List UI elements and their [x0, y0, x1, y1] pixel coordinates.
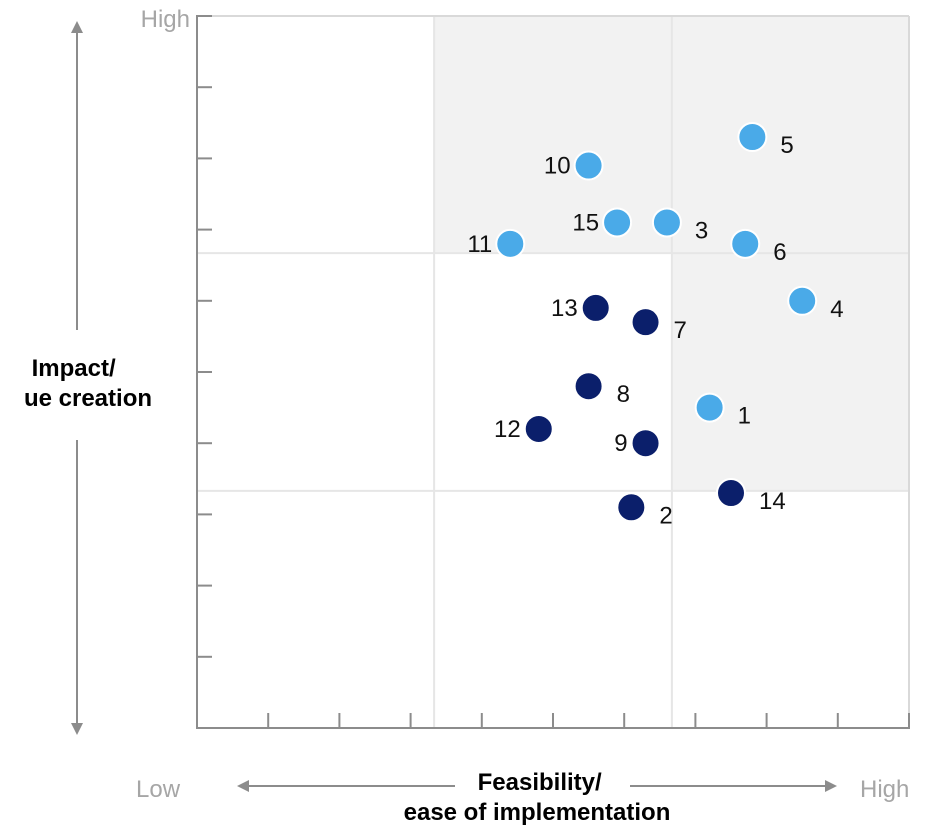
point-label-10: 10 [544, 153, 571, 180]
data-point-12 [523, 413, 554, 444]
data-point-9 [630, 428, 661, 459]
data-point-1 [694, 392, 725, 423]
data-point-13 [580, 292, 611, 323]
point-label-4: 4 [830, 296, 843, 323]
data-point-8 [573, 371, 604, 402]
point-label-13: 13 [551, 295, 578, 322]
axis-ticks [196, 15, 910, 729]
point-label-3: 3 [695, 217, 708, 244]
data-point-3 [651, 207, 682, 238]
x-low-label: Low [136, 776, 181, 803]
y-high-label: High [141, 6, 190, 33]
point-label-9: 9 [614, 430, 627, 457]
data-point-10 [573, 150, 604, 181]
point-label-7: 7 [674, 317, 687, 344]
y-axis-title: Impact/ ue creation [24, 355, 152, 412]
point-label-5: 5 [780, 132, 793, 159]
x-axis-arrow [237, 780, 837, 792]
highlight-right-region [671, 253, 909, 491]
data-point-15 [602, 207, 633, 238]
point-label-11: 11 [467, 231, 492, 258]
x-axis-title: Feasibility/ ease of implementation [404, 769, 671, 826]
point-label-14: 14 [759, 488, 786, 515]
x-high-label: High [860, 776, 909, 803]
point-label-15: 15 [572, 209, 599, 236]
y-axis-arrow [71, 21, 83, 735]
data-point-6 [730, 228, 761, 259]
data-point-2 [616, 492, 647, 523]
point-label-2: 2 [659, 502, 672, 529]
quadrant-dividers [197, 16, 909, 728]
x-axis-title-line-2: ease of implementation [404, 799, 671, 826]
y-axis-title-line-2: ue creation [24, 385, 152, 412]
point-label-1: 1 [738, 403, 751, 430]
y-axis-title-line-1: Impact/ [32, 355, 116, 382]
data-point-4 [787, 285, 818, 316]
data-point-14 [716, 478, 746, 509]
point-label-12: 12 [494, 416, 521, 443]
point-label-6: 6 [773, 239, 786, 266]
data-point-7 [630, 307, 661, 338]
x-axis-title-line-1: Feasibility/ [478, 769, 602, 796]
data-point-11 [495, 228, 526, 259]
point-label-8: 8 [617, 381, 630, 408]
data-point-5 [737, 122, 768, 153]
